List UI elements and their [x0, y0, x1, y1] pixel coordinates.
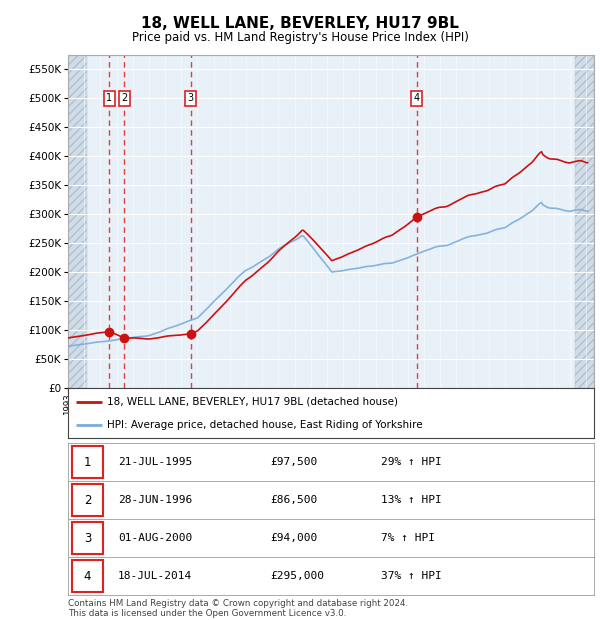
- Text: £295,000: £295,000: [271, 571, 325, 581]
- Text: 37% ↑ HPI: 37% ↑ HPI: [381, 571, 442, 581]
- Text: £86,500: £86,500: [271, 495, 318, 505]
- Text: £94,000: £94,000: [271, 533, 318, 543]
- FancyBboxPatch shape: [72, 560, 103, 592]
- Text: 18, WELL LANE, BEVERLEY, HU17 9BL: 18, WELL LANE, BEVERLEY, HU17 9BL: [141, 16, 459, 30]
- FancyBboxPatch shape: [72, 484, 103, 516]
- Text: 3: 3: [84, 531, 91, 544]
- Text: 1: 1: [84, 456, 91, 469]
- Text: 18-JUL-2014: 18-JUL-2014: [118, 571, 192, 581]
- Text: 7% ↑ HPI: 7% ↑ HPI: [381, 533, 435, 543]
- Text: HPI: Average price, detached house, East Riding of Yorkshire: HPI: Average price, detached house, East…: [107, 420, 423, 430]
- Text: 18, WELL LANE, BEVERLEY, HU17 9BL (detached house): 18, WELL LANE, BEVERLEY, HU17 9BL (detac…: [107, 397, 398, 407]
- Text: 3: 3: [188, 94, 194, 104]
- Text: 28-JUN-1996: 28-JUN-1996: [118, 495, 192, 505]
- Text: Price paid vs. HM Land Registry's House Price Index (HPI): Price paid vs. HM Land Registry's House …: [131, 31, 469, 44]
- Text: 1: 1: [106, 94, 112, 104]
- Text: £97,500: £97,500: [271, 457, 318, 467]
- Text: 2: 2: [84, 494, 91, 507]
- FancyBboxPatch shape: [72, 522, 103, 554]
- Text: 2: 2: [121, 94, 128, 104]
- Text: 4: 4: [413, 94, 419, 104]
- Text: 4: 4: [84, 570, 91, 583]
- Text: 13% ↑ HPI: 13% ↑ HPI: [381, 495, 442, 505]
- Text: Contains HM Land Registry data © Crown copyright and database right 2024.
This d: Contains HM Land Registry data © Crown c…: [68, 599, 408, 618]
- Text: 01-AUG-2000: 01-AUG-2000: [118, 533, 192, 543]
- Text: 21-JUL-1995: 21-JUL-1995: [118, 457, 192, 467]
- FancyBboxPatch shape: [72, 446, 103, 478]
- Text: 29% ↑ HPI: 29% ↑ HPI: [381, 457, 442, 467]
